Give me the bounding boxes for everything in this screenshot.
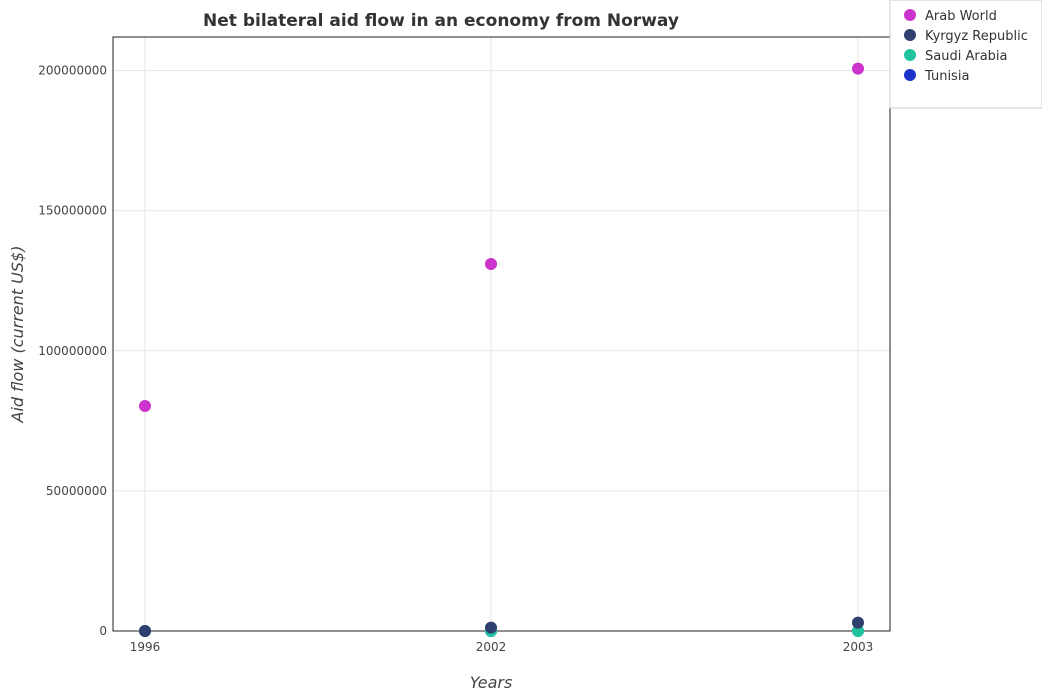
legend-marker bbox=[904, 29, 916, 41]
legend-marker bbox=[904, 69, 916, 81]
x-tick-labels: 1996 2002 2003 bbox=[130, 640, 874, 654]
data-points bbox=[139, 62, 864, 637]
legend-label: Tunisia bbox=[924, 69, 969, 84]
legend-label: Arab World bbox=[925, 9, 997, 24]
y-tick-label: 150000000 bbox=[38, 204, 107, 218]
legend-marker bbox=[904, 9, 916, 21]
point-arab-world-2002 bbox=[485, 257, 497, 270]
y-tick-label: 0 bbox=[99, 624, 107, 638]
y-tick-label: 100000000 bbox=[38, 344, 107, 358]
point-kyrgyz-republic-1996 bbox=[139, 625, 151, 637]
y-axis-label: Aid flow (current US$) bbox=[8, 246, 27, 424]
legend-label: Kyrgyz Republic bbox=[925, 29, 1028, 44]
legend-marker bbox=[904, 49, 916, 61]
point-saudi-arabia-2003 bbox=[852, 625, 864, 637]
x-axis-label: Years bbox=[470, 673, 513, 692]
point-arab-world-1996 bbox=[139, 400, 151, 413]
y-tick-label: 200000000 bbox=[38, 64, 107, 78]
plot-frame bbox=[112, 36, 891, 632]
point-kyrgyz-republic-2003 bbox=[852, 616, 864, 629]
x-tick-label: 2002 bbox=[476, 640, 507, 654]
x-tick-label: 2003 bbox=[843, 640, 874, 654]
legend-box bbox=[889, 0, 1042, 109]
chart-title: Net bilateral aid flow in an economy fro… bbox=[203, 11, 679, 31]
x-tick-label: 1996 bbox=[130, 640, 161, 654]
legend-label: Saudi Arabia bbox=[925, 49, 1008, 64]
y-tick-labels: 0 50000000 100000000 150000000 200000000 bbox=[38, 64, 107, 638]
point-kyrgyz-republic-2002 bbox=[485, 621, 497, 634]
point-arab-world-2003 bbox=[852, 62, 864, 75]
y-tick-label: 50000000 bbox=[46, 484, 107, 498]
legend: Arab World Kyrgyz Republic Saudi Arabia Tun… bbox=[889, 0, 1042, 109]
grid-lines bbox=[113, 37, 890, 632]
